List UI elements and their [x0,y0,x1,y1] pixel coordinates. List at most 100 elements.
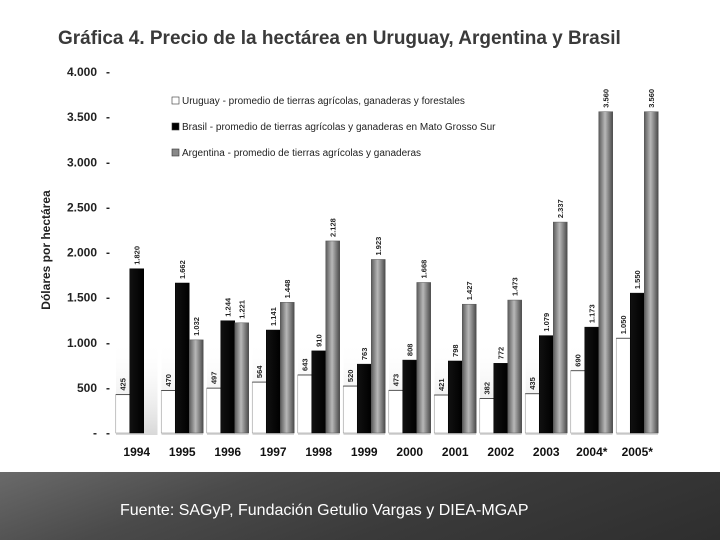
data-label: 497 [210,372,219,385]
data-label: 470 [164,374,173,387]
data-label: 425 [119,378,128,391]
data-label: 2.337 [556,199,565,218]
bar-argentina-1995 [189,339,204,434]
bar-brasil-2005 [630,292,645,434]
y-tick-mark: - [106,200,110,214]
bar-brasil-2003 [539,335,554,434]
y-tick-label: - [93,426,97,440]
x-tick-label: 2002 [487,445,514,459]
bar-brasil-1998 [311,350,326,434]
x-tick-label: 2005* [622,445,654,459]
data-label: 1.662 [178,260,187,279]
bar-uruguay-2003 [524,393,540,434]
y-tick-label: 3.500 [67,110,97,124]
x-tick-label: 2004* [576,445,608,459]
data-label: 2.128 [329,218,338,237]
data-label: 564 [255,365,264,378]
bar-brasil-2002 [493,363,508,434]
data-label: 763 [360,348,369,361]
x-tick-label: 2000 [396,445,423,459]
bar-argentina-1999 [371,259,386,434]
y-tick-label: 2.000 [67,246,97,260]
y-tick-mark: - [106,336,110,350]
bar-argentina-1998 [325,240,340,434]
data-label: 1.221 [238,300,247,319]
x-tick-label: 1997 [260,445,287,459]
legend-swatch-uruguay [171,96,180,105]
data-label: 798 [451,344,460,357]
bar-argentina-2004 [598,111,613,434]
y-tick-label: 1.500 [67,291,97,305]
data-label: 1.668 [420,260,429,279]
bar-brasil-1999 [357,363,372,434]
y-tick-label: 3.000 [67,155,97,169]
data-label: 473 [392,374,401,387]
data-label: 520 [346,370,355,383]
bar-argentina-2001 [462,303,477,434]
y-tick-label: 1.000 [67,336,97,350]
bar-argentina-2005 [644,111,659,434]
data-label: 690 [574,354,583,367]
bar-brasil-1995 [175,282,190,434]
bar-uruguay-2000 [388,390,404,434]
chart-title: Gráfica 4. Precio de la hectárea en Urug… [58,28,621,49]
x-tick-label: 1996 [214,445,241,459]
x-tick-label: 1994 [123,445,150,459]
y-tick-mark: - [106,291,110,305]
bar-brasil-2000 [402,359,417,434]
data-label: 1.050 [619,315,628,334]
y-tick-label: 2.500 [67,200,97,214]
chart-area: - -500 -1.000 -1.500 -2.000 -2.500 -3.000 -3.50… [39,65,659,459]
data-label: 1.244 [224,297,233,317]
bar-uruguay-2004 [570,370,586,434]
bar-brasil-1997 [266,329,281,434]
bar-uruguay-2002 [479,398,495,434]
bar-brasil-1994 [129,268,144,434]
y-axis-label: Dólares por hectárea [39,190,53,310]
legend-label: Argentina - promedio de tierras agrícola… [182,148,421,159]
y-tick-mark: - [106,65,110,79]
legend-swatch-argentina [171,148,180,157]
data-label: 1.427 [465,281,474,300]
y-tick-mark: - [106,426,110,440]
x-tick-label: 1999 [351,445,378,459]
legend-swatch-brasil [171,122,180,131]
bar-uruguay-1996 [206,387,222,434]
data-label: 1.448 [283,280,292,299]
legend-label: Brasil - promedio de tierras agrícolas y… [182,122,496,133]
x-tick-label: 2003 [533,445,560,459]
bar-argentina-1996 [234,322,249,434]
bar-uruguay-1998 [297,374,313,434]
bar-brasil-2004 [584,326,599,434]
bar-uruguay-1995 [160,390,176,434]
bar-uruguay-2005 [615,337,631,434]
y-tick-mark: - [106,155,110,169]
y-tick-label: 500 [77,381,97,395]
data-label: 1.550 [633,270,642,289]
data-label: 382 [483,382,492,395]
data-label: 3.560 [602,89,611,108]
data-label: 435 [528,377,537,390]
x-tick-label: 2001 [442,445,469,459]
bar-argentina-2003 [553,221,568,434]
bar-argentina-1997 [280,302,295,434]
x-tick-label: 1998 [305,445,332,459]
data-label: 772 [497,347,506,360]
y-tick-mark: - [106,381,110,395]
bar-brasil-2001 [448,360,463,434]
bar-argentina-2000 [416,282,431,434]
data-label: 1.923 [374,237,383,256]
y-tick-mark: - [106,246,110,260]
bar-argentina-2002 [507,299,522,434]
bar-uruguay-2001 [433,394,449,434]
data-label: 808 [406,344,415,357]
data-label: 1.032 [192,317,201,336]
data-label: 1.473 [511,277,520,296]
y-tick-label: 4.000 [67,65,97,79]
data-label: 3.560 [647,89,656,108]
y-tick-mark: - [106,110,110,124]
data-label: 910 [315,334,324,347]
bar-brasil-1996 [220,320,235,434]
data-label: 1.079 [542,313,551,332]
data-label: 643 [301,358,310,371]
